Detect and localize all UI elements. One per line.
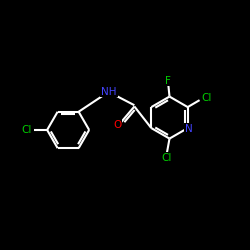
Text: Cl: Cl bbox=[162, 153, 172, 163]
Text: F: F bbox=[165, 76, 171, 86]
Text: Cl: Cl bbox=[22, 125, 32, 135]
Text: Cl: Cl bbox=[201, 93, 212, 103]
Text: NH: NH bbox=[101, 87, 117, 97]
Text: O: O bbox=[113, 120, 121, 130]
Text: N: N bbox=[185, 124, 193, 134]
